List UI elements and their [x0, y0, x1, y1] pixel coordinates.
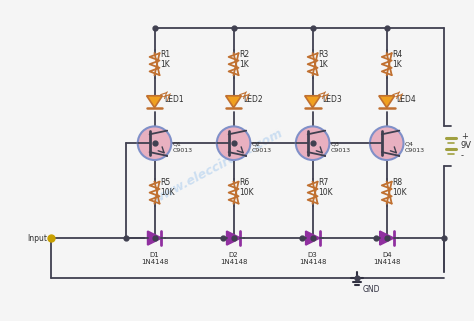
Text: R2
1K: R2 1K — [239, 49, 250, 69]
Text: Q1
C9013: Q1 C9013 — [173, 142, 192, 152]
Text: Q2
C9013: Q2 C9013 — [251, 142, 272, 152]
Text: D4
1N4148: D4 1N4148 — [373, 252, 401, 265]
Polygon shape — [226, 96, 241, 108]
Polygon shape — [227, 231, 240, 245]
Polygon shape — [147, 231, 162, 245]
Circle shape — [296, 126, 329, 160]
Circle shape — [217, 126, 250, 160]
Polygon shape — [306, 231, 319, 245]
Text: R5
10K: R5 10K — [161, 178, 175, 197]
Text: LED3: LED3 — [322, 95, 342, 104]
Polygon shape — [379, 96, 395, 108]
Text: R4
1K: R4 1K — [392, 49, 403, 69]
Text: LED4: LED4 — [397, 95, 416, 104]
Text: LED2: LED2 — [244, 95, 263, 104]
Text: R6
10K: R6 10K — [239, 178, 254, 197]
Text: www.eleccircuit.com: www.eleccircuit.com — [152, 126, 286, 206]
Text: GND: GND — [363, 285, 381, 294]
Text: 9V: 9V — [461, 141, 472, 150]
Text: R7
10K: R7 10K — [319, 178, 333, 197]
Text: Q4
C9013: Q4 C9013 — [404, 142, 425, 152]
Polygon shape — [380, 231, 393, 245]
Text: D3
1N4148: D3 1N4148 — [299, 252, 327, 265]
Text: LED1: LED1 — [164, 95, 184, 104]
Text: R8
10K: R8 10K — [392, 178, 407, 197]
Text: +: + — [461, 132, 468, 141]
Text: R3
1K: R3 1K — [319, 49, 329, 69]
Polygon shape — [305, 96, 320, 108]
Text: R1
1K: R1 1K — [161, 49, 171, 69]
Text: Q3
C9013: Q3 C9013 — [330, 142, 351, 152]
Text: D1
1N4148: D1 1N4148 — [141, 252, 168, 265]
Polygon shape — [146, 96, 163, 108]
Text: Input: Input — [27, 234, 47, 243]
Circle shape — [370, 126, 403, 160]
Text: -: - — [461, 152, 464, 160]
Text: D2
1N4148: D2 1N4148 — [220, 252, 247, 265]
Circle shape — [138, 126, 171, 160]
